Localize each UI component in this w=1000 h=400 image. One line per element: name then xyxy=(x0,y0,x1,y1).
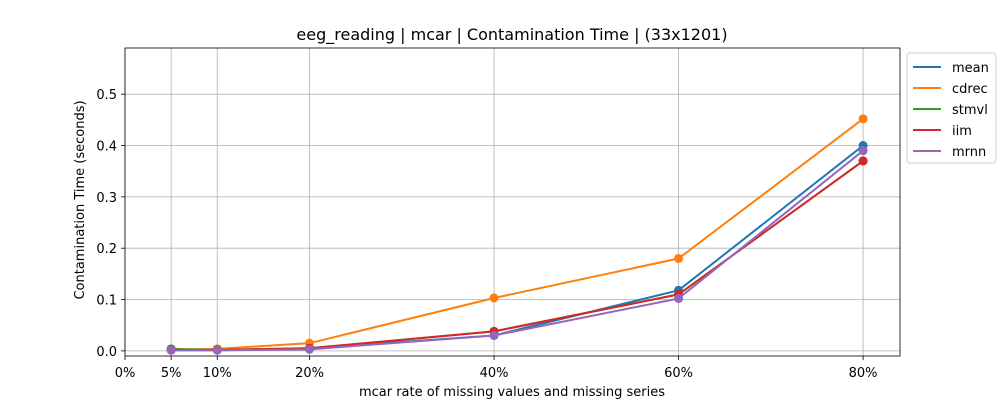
data-point-iim xyxy=(858,156,868,166)
data-point-cdrec xyxy=(858,114,868,124)
y-tick-label: 0.4 xyxy=(96,140,117,155)
y-tick-label: 0.3 xyxy=(96,191,117,206)
data-point-mrnn xyxy=(858,146,868,156)
x-tick-label: 80% xyxy=(849,366,878,381)
legend-label: stmvl xyxy=(952,103,988,118)
data-point-mrnn xyxy=(166,345,176,355)
y-tick-label: 0.0 xyxy=(96,345,117,360)
plot-frame xyxy=(124,47,901,357)
x-tick-label: 40% xyxy=(480,366,509,381)
x-tick-label: 10% xyxy=(203,366,232,381)
data-point-cdrec xyxy=(674,253,684,263)
x-axis-label: mcar rate of missing values and missing … xyxy=(359,385,665,400)
x-tick-label: 0% xyxy=(115,366,136,381)
series-line-mrnn xyxy=(171,149,864,352)
series-lines xyxy=(166,114,868,355)
chart-title: eeg_reading | mcar | Contamination Time … xyxy=(296,25,727,45)
tick-labels: 0% 5% 10% 20% 40% 60% 80% 0.0 0.1 0.2 0.3 0.4 0.5 xyxy=(96,88,877,381)
legend-label: mrnn xyxy=(952,145,986,160)
data-point-mrnn xyxy=(674,294,684,304)
x-tick-label: 20% xyxy=(295,366,324,381)
y-tick-label: 0.2 xyxy=(96,242,117,257)
y-axis-label: Contamination Time (seconds) xyxy=(73,100,88,299)
legend: mean cdrec stmvl iim mrnn xyxy=(906,52,997,164)
legend-label: cdrec xyxy=(952,82,988,97)
x-tick-label: 5% xyxy=(161,366,182,381)
data-point-mrnn xyxy=(489,330,499,340)
axes xyxy=(124,47,901,357)
data-point-cdrec xyxy=(489,293,499,303)
data-point-mrnn xyxy=(212,345,222,355)
data-point-mrnn xyxy=(305,344,315,354)
grid xyxy=(124,48,900,356)
y-tick-label: 0.1 xyxy=(96,294,117,309)
legend-label: iim xyxy=(952,124,972,139)
series-mrnn xyxy=(166,146,868,355)
legend-box xyxy=(906,52,997,164)
legend-label: mean xyxy=(952,61,989,76)
y-tick-label: 0.5 xyxy=(96,88,117,103)
x-tick-label: 60% xyxy=(664,366,693,381)
